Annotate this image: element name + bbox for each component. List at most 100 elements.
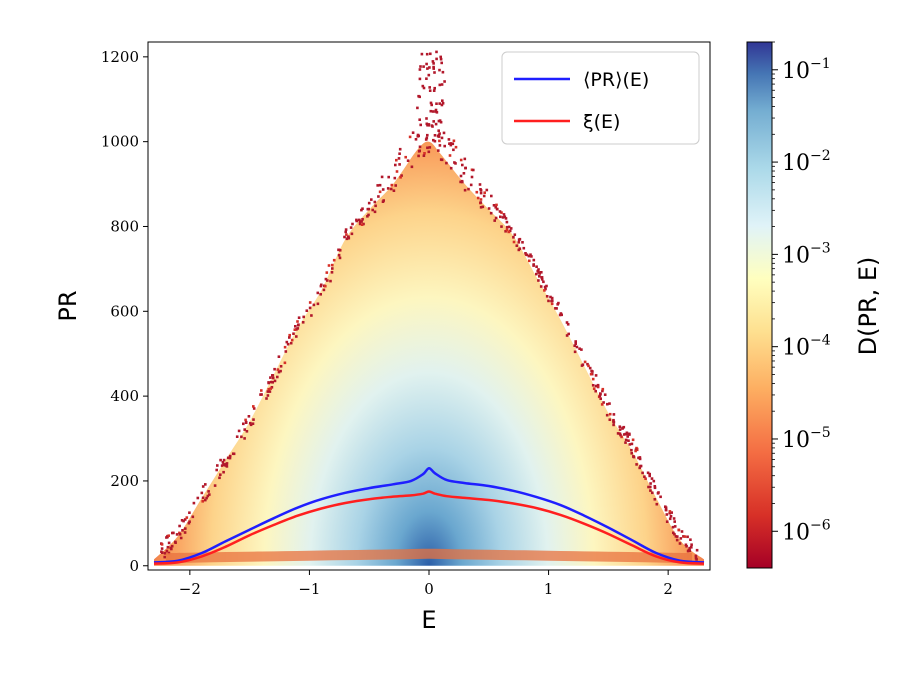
y-tick-label: 800 [110, 217, 139, 235]
sparse-bin [540, 278, 544, 281]
sparse-bin [487, 207, 491, 210]
sparse-bin [677, 528, 680, 532]
sparse-bin [429, 109, 433, 113]
sparse-bin [441, 99, 444, 102]
sparse-bin [464, 166, 467, 170]
sparse-bin [695, 558, 698, 561]
sparse-bin [512, 236, 515, 239]
sparse-bin [204, 483, 207, 486]
sparse-bin [428, 66, 431, 69]
sparse-bin [319, 293, 322, 296]
sparse-bin [479, 189, 483, 192]
sparse-bin [297, 316, 301, 319]
sparse-bin [673, 525, 677, 528]
sparse-bin [286, 342, 290, 346]
sparse-bin [434, 122, 438, 126]
sparse-bin [630, 442, 634, 446]
density-sparse-bins [160, 50, 699, 561]
sparse-bin [517, 248, 521, 252]
sparse-bin [454, 162, 457, 165]
sparse-bin [270, 380, 273, 384]
sparse-bin [344, 228, 348, 231]
sparse-bin [191, 515, 195, 519]
sparse-bin [517, 241, 521, 244]
sparse-bin [439, 120, 443, 124]
sparse-bin [612, 418, 615, 422]
sparse-bin [532, 258, 536, 262]
sparse-bin [498, 210, 502, 213]
colorbar-tick-label: 10−2 [782, 148, 831, 176]
sparse-bin [178, 533, 182, 536]
sparse-bin [432, 67, 435, 70]
sparse-bin [283, 361, 287, 365]
sparse-bin [685, 545, 688, 548]
sparse-bin [433, 134, 437, 137]
sparse-bin [459, 180, 462, 184]
sparse-bin [397, 157, 401, 160]
sparse-bin [689, 538, 692, 541]
sparse-bin [429, 101, 433, 105]
sparse-bin [682, 535, 685, 538]
colorbar-tick-label: 10−5 [782, 425, 831, 453]
sparse-bin [440, 61, 443, 65]
sparse-bin [183, 518, 187, 521]
sparse-bin [386, 187, 390, 190]
sparse-bin [451, 142, 455, 146]
sparse-bin [449, 142, 453, 145]
sparse-bin [594, 374, 598, 377]
sparse-bin [182, 519, 185, 523]
sparse-bin [181, 529, 184, 532]
sparse-bin [539, 285, 543, 288]
sparse-bin [267, 381, 270, 385]
sparse-bin [251, 422, 255, 425]
sparse-bin [554, 307, 557, 310]
y-axis: 0 200 400 600 800 1000 1200 [101, 48, 148, 575]
sparse-bin [285, 340, 289, 344]
sparse-bin [288, 333, 291, 337]
sparse-bin [392, 189, 396, 192]
sparse-bin [288, 336, 291, 339]
sparse-bin [220, 464, 224, 467]
sparse-bin [437, 129, 440, 132]
sparse-bin [330, 271, 334, 274]
sparse-bin [271, 376, 275, 380]
sparse-bin [618, 425, 622, 428]
sparse-bin [601, 389, 604, 393]
sparse-bin [360, 223, 364, 226]
sparse-bin [417, 154, 420, 158]
sparse-bin [252, 418, 255, 421]
sparse-bin [219, 473, 222, 476]
sparse-bin [608, 418, 612, 421]
sparse-bin [521, 241, 524, 244]
sparse-bin [672, 517, 676, 520]
sparse-bin [588, 366, 592, 370]
sparse-bin [475, 190, 479, 194]
sparse-bin [447, 138, 451, 141]
sparse-bin [417, 94, 420, 98]
sparse-bin [216, 464, 219, 467]
sparse-bin [679, 537, 683, 540]
sparse-bin [649, 485, 652, 489]
sparse-bin [422, 86, 426, 90]
sparse-bin [425, 52, 429, 56]
sparse-bin [559, 312, 563, 315]
sparse-bin [630, 448, 633, 452]
sparse-bin [608, 412, 612, 416]
sparse-bin [508, 229, 512, 233]
sparse-bin [435, 50, 438, 54]
sparse-bin [545, 295, 549, 298]
sparse-bin [337, 248, 341, 252]
sparse-bin [574, 340, 577, 343]
sparse-bin [594, 384, 598, 388]
sparse-bin [540, 276, 543, 279]
sparse-bin [425, 122, 429, 126]
sparse-bin [425, 117, 428, 120]
sparse-bin [580, 348, 583, 351]
sparse-bin [638, 466, 641, 470]
sparse-bin [167, 534, 170, 537]
sparse-bin [196, 496, 200, 500]
sparse-bin [243, 437, 246, 440]
sparse-bin [428, 146, 432, 149]
sparse-bin [374, 204, 377, 208]
sparse-bin [449, 143, 453, 147]
